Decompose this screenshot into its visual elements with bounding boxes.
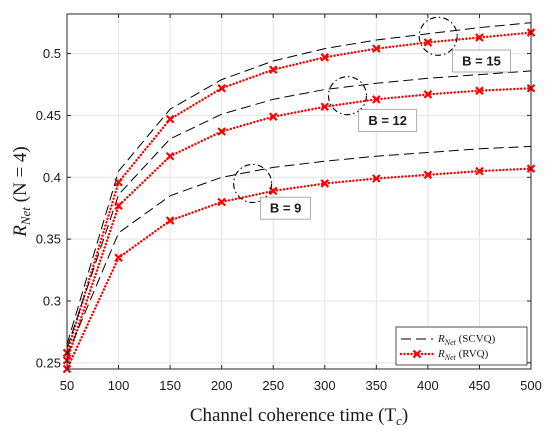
series-line-rvq-b9 <box>65 167 533 371</box>
point-rvq-b9 <box>423 170 433 180</box>
x-tick-label: 500 <box>520 378 542 393</box>
annotation-circle <box>418 16 458 56</box>
point-rvq-b9 <box>372 174 381 183</box>
point-rvq-b12 <box>268 112 278 121</box>
annotations: B = 15 B = 12 B = 9 <box>233 16 511 220</box>
point-rvq-b12 <box>114 201 123 211</box>
y-tick-label: 0.4 <box>43 170 61 185</box>
x-tick-label: 350 <box>365 378 387 393</box>
series-line-rvq-b12 <box>65 86 533 362</box>
x-tick-label: 450 <box>469 378 491 393</box>
point-rvq-b9 <box>114 253 123 262</box>
point-rvq-b15 <box>475 33 484 42</box>
annotation-label-box <box>358 108 418 132</box>
series-line-rvq-b15 <box>65 31 533 355</box>
point-rvq-b12 <box>372 95 381 104</box>
point-rvq-b9 <box>165 216 175 225</box>
annotation-label-box <box>452 49 511 73</box>
y-tick-label: 0.35 <box>36 232 61 247</box>
point-rvq-b12 <box>423 90 433 99</box>
point-rvq-b9 <box>475 166 484 176</box>
point-rvq-b12 <box>165 151 175 161</box>
point-rvq-b12 <box>475 86 484 95</box>
legend-marker-x <box>412 349 422 359</box>
legend: RNet (SCVQ) RNet (RVQ) <box>395 326 528 366</box>
point-rvq-b12 <box>320 102 330 112</box>
plot-frame <box>66 13 532 370</box>
point-rvq-b15 <box>165 114 175 124</box>
y-tick-label: 0.25 <box>36 355 61 370</box>
x-tick-label: 100 <box>108 378 130 393</box>
x-tick-label: 300 <box>314 378 336 393</box>
annotation-circle <box>233 163 273 204</box>
series-line-scvq-b9 <box>66 145 532 356</box>
point-rvq-b15 <box>217 83 226 93</box>
series-line-scvq-b12 <box>66 70 532 349</box>
x-tick-label: 50 <box>60 378 74 393</box>
y-tick-label: 0.5 <box>43 46 61 61</box>
x-tick-label: 150 <box>159 378 181 393</box>
x-tick-label: 400 <box>417 378 439 393</box>
annotation-circle <box>327 76 368 116</box>
x-axis-label: Channel coherence time (Tc) <box>190 405 408 428</box>
annotation-label-box <box>260 196 311 220</box>
legend-marker-rvq <box>412 349 422 359</box>
plot-lines <box>62 22 536 374</box>
point-rvq-b15 <box>320 53 330 62</box>
x-tick-label: 250 <box>262 378 284 393</box>
legend-text-scvq: RNet (SCVQ) <box>437 333 496 347</box>
x-tick-label: 200 <box>211 378 233 393</box>
point-rvq-b12 <box>217 127 226 136</box>
point-rvq-b15 <box>268 65 278 74</box>
legend-text-rvq: RNet (RVQ) <box>437 348 489 362</box>
point-rvq-b15 <box>372 44 381 53</box>
annotation-label: B = 12 <box>368 113 407 128</box>
y-tick-label: 0.45 <box>36 108 61 123</box>
legend-box <box>395 326 528 366</box>
annotation-label: B = 9 <box>270 201 301 216</box>
series-line-scvq-b15 <box>66 22 532 345</box>
point-rvq-b15 <box>423 38 433 47</box>
point-rvq-b15 <box>114 177 123 187</box>
point-rvq-b9 <box>217 197 226 207</box>
y-axis-label: RNet (N = 4) <box>10 146 33 238</box>
annotation-label: B = 15 <box>462 54 501 69</box>
point-rvq-b9 <box>320 179 330 188</box>
ticks: 50 100 150 200 250 300 350 400 450 500 0.25 0.3 0.35… <box>36 14 542 393</box>
y-tick-label: 0.3 <box>43 293 61 308</box>
